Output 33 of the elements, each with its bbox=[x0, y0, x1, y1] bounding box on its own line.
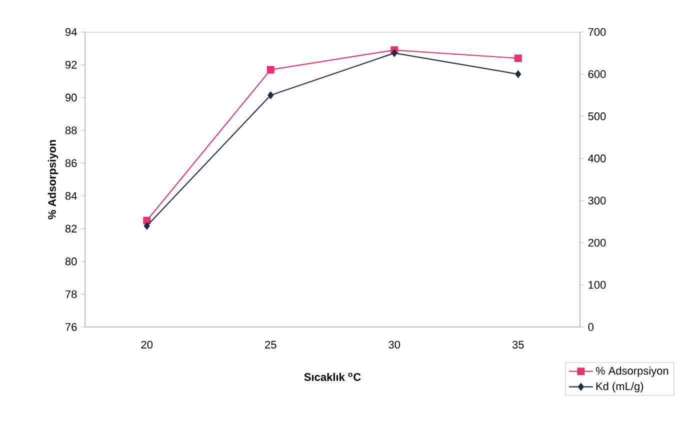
y2-tick-label: 100 bbox=[588, 280, 606, 289]
x-tick-label: 20 bbox=[141, 340, 153, 349]
y2-tick-label: 300 bbox=[588, 196, 606, 204]
y-tick-label: 90 bbox=[65, 94, 77, 102]
legend-label: Kd (mL/g) bbox=[596, 382, 644, 392]
x-tick-label: 25 bbox=[265, 340, 276, 349]
legend-label: % Adsorpsiyon bbox=[596, 366, 668, 377]
point bbox=[143, 216, 151, 224]
y-tick-label: 92 bbox=[65, 60, 77, 69]
y-tick-label: 80 bbox=[65, 258, 77, 266]
y-axis-title: % Adsorpsiyon bbox=[48, 140, 58, 220]
y2-tick-label: 0 bbox=[588, 323, 594, 331]
y2-tick-label: 700 bbox=[588, 28, 606, 36]
point bbox=[268, 91, 274, 99]
x-tick-label: 30 bbox=[388, 340, 400, 349]
y-tick-label: 94 bbox=[65, 28, 77, 36]
y2-tick-label: 500 bbox=[588, 112, 606, 120]
y-tick-label: 86 bbox=[65, 159, 77, 168]
point bbox=[144, 222, 150, 230]
y-tick-label: 88 bbox=[65, 126, 77, 134]
x-tick-label: 35 bbox=[512, 340, 524, 349]
y2-tick-label: 600 bbox=[588, 70, 606, 78]
point bbox=[391, 49, 398, 57]
x-axis-title: Sıcaklık $^{o}$C bbox=[304, 372, 361, 381]
y2-tick-label: 400 bbox=[588, 154, 606, 162]
y-tick-label: 78 bbox=[66, 290, 77, 298]
y-tick-label: 82 bbox=[65, 224, 77, 233]
y-tick-label: 84 bbox=[65, 192, 77, 200]
y2-tick-label: 200 bbox=[588, 238, 606, 247]
point bbox=[515, 70, 522, 78]
point bbox=[266, 66, 274, 74]
point bbox=[514, 54, 522, 62]
y-tick-label: 76 bbox=[66, 323, 77, 331]
